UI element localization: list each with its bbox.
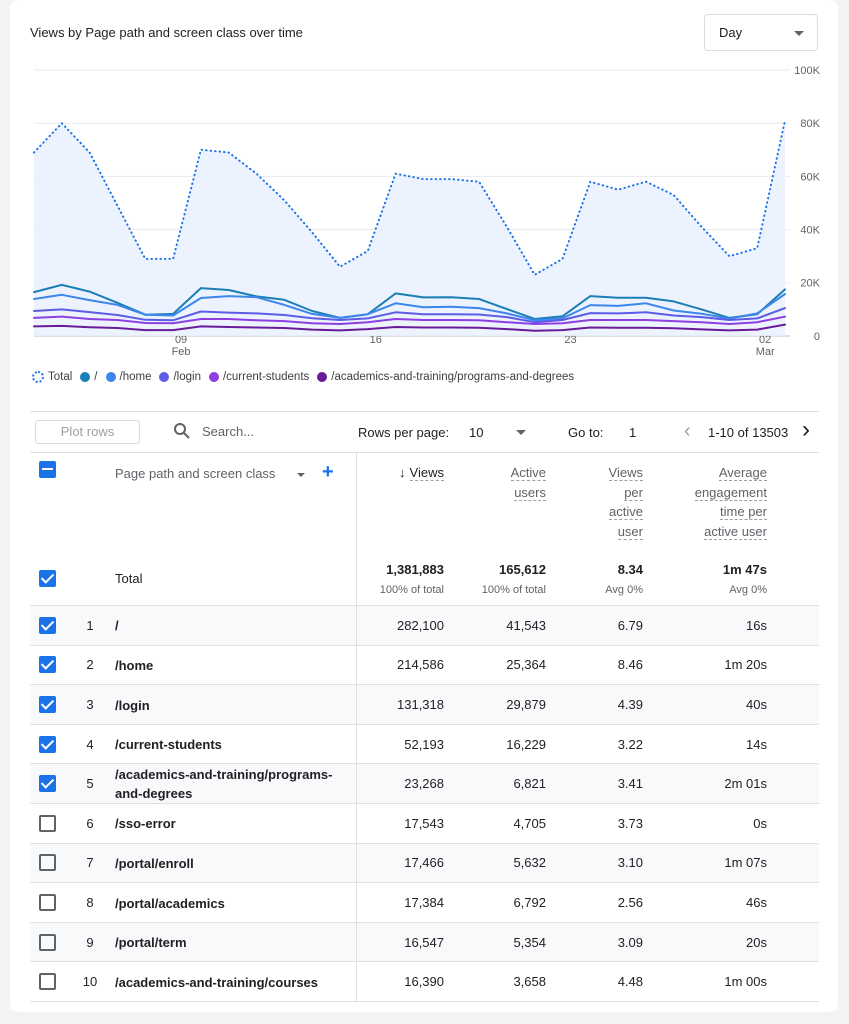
y-tick-label: 100K (794, 65, 820, 77)
legend-item[interactable]: /home (105, 371, 152, 383)
chart: 0 20K 40K 60K 80K 100K 09 Feb 16 23 02 Mar (33, 65, 821, 358)
x-tick-label: 09 Feb (172, 334, 191, 358)
legend-marker (159, 372, 170, 382)
series-line (33, 307, 786, 324)
legend-label: /current-students (222, 371, 310, 383)
legend-marker (317, 372, 328, 382)
x-tick-label-line: 02 (759, 334, 771, 346)
x-tick-label: 02 Mar (756, 334, 775, 358)
x-tick-label: 23 (564, 334, 576, 346)
x-tick-label-line: 09 (175, 334, 187, 346)
dropdown-value: Day (719, 25, 743, 40)
chart-title: Views by Page path and screen class over… (30, 25, 303, 40)
legend-marker (105, 372, 116, 382)
legend-label: /home (119, 371, 152, 383)
x-tick-label: 16 (370, 334, 382, 346)
legend-item[interactable]: Total (32, 371, 72, 383)
period-dropdown[interactable]: Day (704, 14, 818, 51)
series-line (33, 315, 786, 325)
legend-item[interactable]: / (80, 371, 98, 383)
y-tick-label: 40K (800, 225, 820, 237)
legend-label: Total (48, 371, 73, 383)
legend-item[interactable]: /current-students (208, 371, 310, 383)
legend: Total / /home/login/current-students/acade… (32, 371, 574, 383)
legend-marker (32, 371, 44, 383)
series-line (33, 293, 786, 322)
area (34, 120, 785, 336)
legend-marker (80, 372, 91, 382)
series-line (33, 323, 786, 332)
legend-marker (208, 372, 219, 382)
y-tick-label: 60K (800, 171, 820, 183)
x-tick-label-line: Mar (756, 346, 775, 358)
dropdown-arrow (794, 31, 804, 36)
legend-label: /academics-and-training/programs-and-deg… (331, 371, 575, 383)
y-tick-label: 80K (800, 118, 820, 130)
y-tick-label: 20K (800, 278, 820, 290)
x-tick-label-line: Feb (172, 346, 191, 358)
legend-label: /login (173, 371, 201, 383)
legend-item[interactable]: /academics-and-training/programs-and-deg… (317, 371, 574, 383)
y-tick-label: 0 (814, 331, 820, 343)
legend-item[interactable]: /login (159, 371, 201, 383)
series-line (33, 119, 786, 276)
legend-label: / (94, 371, 98, 383)
